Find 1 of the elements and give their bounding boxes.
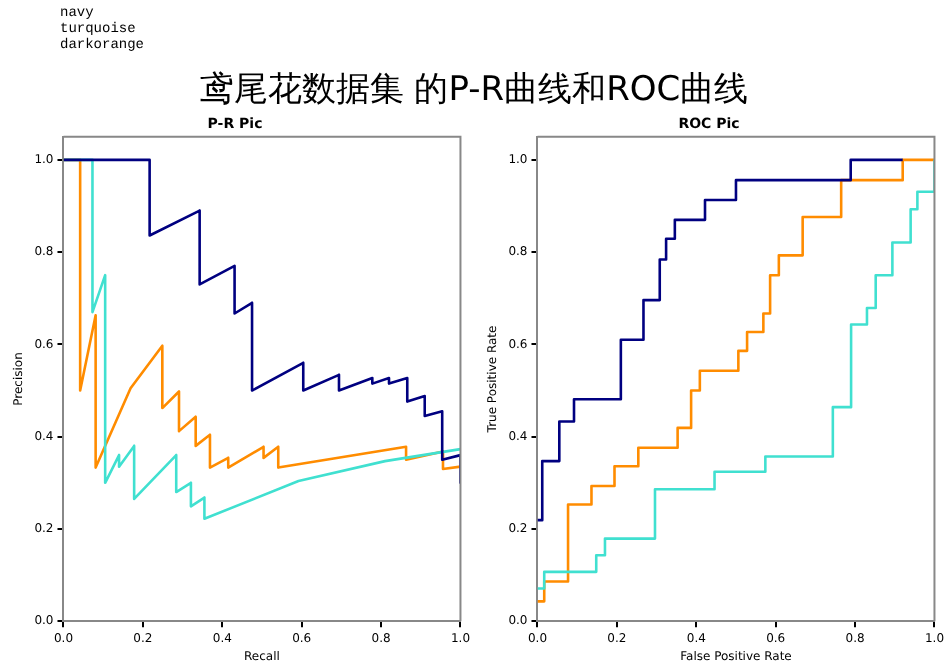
text: 鸢尾花数据集 的P-R曲线和ROC曲线 [197, 68, 751, 112]
